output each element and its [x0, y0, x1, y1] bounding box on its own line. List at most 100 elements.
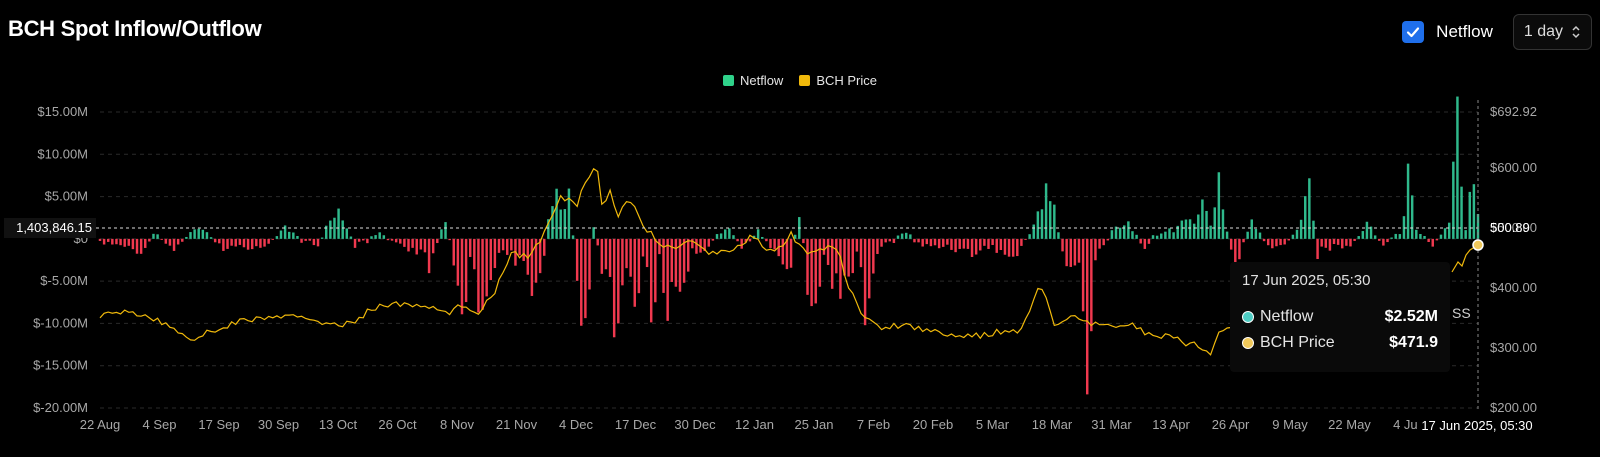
netflow-bar	[201, 229, 205, 239]
netflow-bar	[131, 238, 135, 250]
x-tick-label: 12 Jan	[735, 417, 774, 432]
netflow-bar	[559, 209, 562, 239]
netflow-bar	[966, 238, 970, 249]
chart-controls: Netflow 1 day	[1402, 14, 1592, 50]
netflow-bar	[588, 238, 591, 290]
netflow-bar	[407, 238, 410, 252]
netflow-bar	[645, 238, 649, 268]
crosshair-right-label: 500.89	[1490, 220, 1530, 235]
netflow-bar	[1028, 234, 1031, 239]
netflow-bar	[1287, 238, 1291, 241]
netflow-bar	[682, 238, 686, 283]
netflow-bar	[1065, 238, 1068, 267]
tooltip-dot-bch-price	[1242, 337, 1254, 349]
netflow-bar	[649, 238, 653, 323]
netflow-bar	[761, 236, 764, 239]
netflow-bar	[905, 232, 908, 239]
netflow-bar	[962, 238, 966, 249]
netflow-bar	[1415, 229, 1418, 239]
y-left-tick-label: $-20.00M	[33, 400, 88, 415]
crosshair-left-label: 1,403,846.15	[16, 220, 92, 235]
netflow-checkbox[interactable]	[1402, 21, 1425, 43]
netflow-bar	[325, 225, 328, 239]
netflow-bar	[1242, 238, 1245, 243]
netflow-bar	[501, 238, 505, 251]
netflow-bar	[575, 238, 579, 281]
netflow-bar	[1094, 238, 1097, 261]
netflow-bar	[538, 238, 542, 274]
netflow-bar	[658, 238, 661, 255]
tooltip-date: 17 Jun 2025, 05:30	[1242, 272, 1371, 289]
netflow-bar	[1345, 238, 1348, 246]
netflow-bar	[543, 238, 546, 256]
netflow-bar	[670, 238, 673, 282]
netflow-bar	[1073, 238, 1077, 266]
interval-select[interactable]: 1 day	[1512, 14, 1592, 50]
y-left-tick-label: $15.00M	[37, 104, 88, 119]
netflow-bar	[271, 238, 274, 240]
netflow-bar	[942, 238, 945, 247]
netflow-bar	[176, 238, 180, 245]
netflow-bar	[337, 208, 340, 239]
netflow-bar	[468, 238, 472, 257]
netflow-bar	[662, 238, 665, 293]
netflow-bar	[1398, 234, 1402, 239]
netflow-bar	[600, 238, 604, 274]
netflow-bar	[979, 238, 982, 251]
netflow-bar	[333, 217, 336, 239]
netflow-bar	[847, 238, 850, 277]
netflow-bar	[913, 238, 916, 243]
netflow-bar	[933, 238, 937, 246]
netflow-bar	[287, 231, 291, 239]
netflow-bar	[1180, 220, 1184, 239]
netflow-bar	[197, 228, 200, 239]
netflow-bar	[888, 238, 892, 242]
netflow-bar	[695, 238, 698, 254]
legend-item-bch-price[interactable]: BCH Price	[799, 73, 877, 88]
netflow-bar	[1328, 238, 1332, 251]
netflow-bar	[1061, 238, 1064, 252]
legend-item-netflow[interactable]: Netflow	[722, 73, 783, 88]
page-title: BCH Spot Inflow/Outflow	[8, 16, 262, 41]
netflow-bar	[452, 238, 455, 266]
netflow-bar	[555, 188, 558, 239]
netflow-bar	[1262, 238, 1266, 242]
netflow-bar	[473, 238, 476, 270]
netflow-bar	[929, 238, 933, 247]
netflow-bar	[230, 238, 233, 246]
netflow-bar	[497, 238, 501, 253]
netflow-bar	[851, 238, 854, 274]
netflow-bar	[719, 233, 723, 239]
netflow-bar	[98, 238, 102, 241]
netflow-bar	[213, 238, 217, 243]
netflow-bar	[1069, 238, 1073, 267]
netflow-bar	[526, 238, 530, 275]
legend-swatch-bch-price	[799, 75, 811, 86]
netflow-bar	[1147, 238, 1151, 244]
netflow-bar	[1102, 238, 1105, 246]
netflow-bar	[427, 238, 431, 274]
netflow-toggle-label[interactable]: Netflow	[1436, 22, 1493, 41]
netflow-bar	[958, 238, 961, 249]
netflow-bar	[341, 220, 344, 239]
x-tick-label: 5 Mar	[976, 417, 1010, 432]
netflow-bar	[1423, 236, 1426, 239]
netflow-bar	[111, 238, 114, 245]
netflow-bar	[296, 236, 299, 239]
x-tick-label: 31 Mar	[1091, 417, 1132, 432]
y-left-tick-label: $10.00M	[37, 146, 88, 161]
netflow-bar	[789, 238, 793, 268]
netflow-bar	[156, 234, 159, 239]
netflow-bar	[699, 238, 702, 253]
netflow-bar	[362, 238, 365, 241]
netflow-bar	[810, 238, 813, 307]
netflow-bar	[283, 225, 287, 239]
netflow-bar	[250, 238, 254, 250]
netflow-bar	[769, 238, 772, 248]
netflow-bar	[522, 238, 525, 261]
netflow-bar	[1131, 231, 1134, 239]
netflow-bar	[312, 238, 316, 246]
netflow-bar	[1077, 238, 1081, 263]
x-tick-label: 22 May	[1328, 417, 1371, 432]
